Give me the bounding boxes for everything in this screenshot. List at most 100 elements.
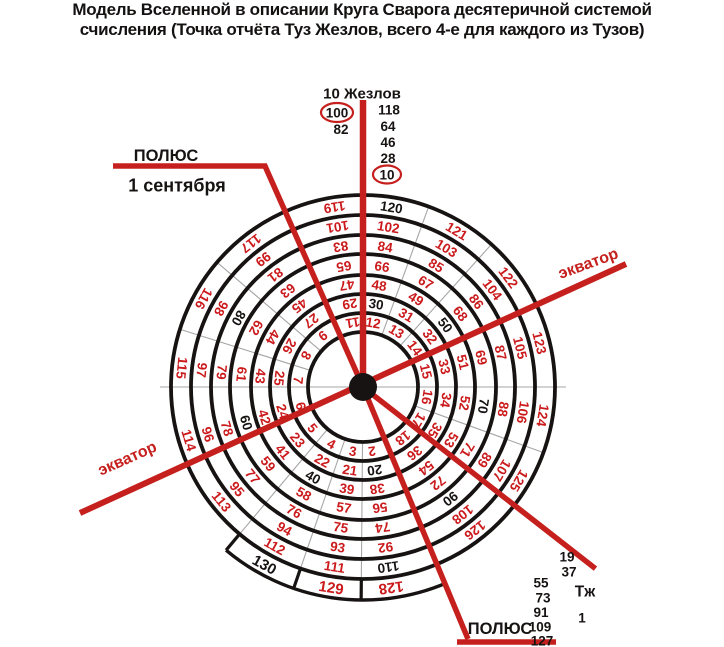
ring-number: 88 [494, 401, 511, 419]
ring-number: 67 [415, 272, 436, 293]
ring-number: 87 [491, 344, 509, 362]
sector-divider-line [299, 438, 346, 569]
title-line-1: Модель Вселенной в описании Круга Сварог… [72, 0, 652, 19]
ring-number: 99 [253, 249, 274, 270]
ace-of-wands-line [361, 384, 598, 571]
ring-number: 96 [198, 425, 217, 444]
ring-number: 77 [242, 466, 263, 487]
sector-divider-line [239, 428, 329, 535]
ace-value-91: 91 [533, 605, 549, 620]
axis-value-46: 46 [380, 135, 396, 150]
ring-number: 21 [341, 462, 359, 479]
circled-value-100-oval [319, 101, 355, 124]
ring-number: 24 [273, 402, 292, 421]
ring-number: 16 [418, 389, 435, 407]
ring-number: 124 [533, 403, 551, 428]
ring-number: 3 [348, 443, 358, 459]
sector-divider-line [360, 441, 364, 579]
ring-number: 66 [373, 258, 391, 275]
axis-value-10: 10 [379, 168, 394, 183]
ring-number: 70 [475, 397, 492, 414]
ring-number: 83 [332, 238, 350, 255]
ring-number: 13 [386, 321, 407, 342]
ring-number: 30 [368, 296, 385, 313]
ring-number: 11 [344, 314, 361, 331]
ring-number: 102 [376, 218, 401, 236]
title-line-2: счисления (Точка отчёта Туз Жезлов, всег… [79, 19, 645, 39]
ring-number: 51 [454, 353, 472, 372]
sector-divider-line [399, 243, 492, 347]
ring-number: 38 [368, 480, 385, 497]
ring-number: 35 [424, 420, 445, 441]
ring-number: 106 [514, 400, 532, 425]
ring-number: 22 [312, 450, 332, 470]
ring-number: 129 [317, 578, 344, 599]
ring-number: 31 [396, 305, 417, 326]
ring-number: 43 [252, 368, 269, 385]
ring-number: 56 [371, 499, 388, 516]
axis-value-100: 100 [326, 106, 349, 121]
ace-axis-label: Тж [575, 583, 596, 600]
ring-number: 90 [440, 488, 461, 509]
ring-number: 32 [419, 326, 440, 347]
ring-number: 110 [376, 558, 400, 576]
circled-value-10-oval [371, 164, 403, 185]
axis-value-82: 82 [333, 122, 348, 137]
sector-divider-line [216, 261, 322, 352]
ring-number: 119 [323, 198, 347, 216]
ace-value-1: 1 [578, 611, 586, 626]
ring-number: 93 [329, 539, 347, 556]
ring-number: 58 [294, 484, 315, 505]
equator-right-label: экватор [556, 245, 621, 282]
ring-number: 85 [426, 255, 447, 276]
ring-number: 89 [474, 450, 495, 471]
ring-number: 79 [213, 364, 229, 381]
center-hub [349, 373, 377, 401]
sector-divider-line [179, 328, 311, 371]
pole-top-date: 1 сентября [128, 175, 226, 195]
ring-number: 115 [173, 356, 190, 380]
axis-value-118: 118 [378, 103, 400, 118]
ring-number: 20 [366, 461, 383, 478]
ring-number: 33 [435, 358, 453, 377]
ace-value-127: 127 [531, 634, 554, 647]
ring-number: 15 [417, 362, 435, 381]
ring-number: 2 [367, 443, 377, 459]
ring-number: 74 [374, 519, 391, 536]
outer-band-edge [292, 568, 303, 589]
pole-bottom-label: ПОЛЮС [468, 620, 533, 638]
ring-number: 71 [457, 439, 478, 460]
ring-number: 49 [406, 289, 427, 310]
ring-number: 120 [379, 198, 404, 216]
ring-number: 61 [233, 366, 250, 383]
ring-number: 94 [274, 519, 295, 540]
ring-number: 44 [262, 327, 283, 348]
ring-number: 78 [218, 419, 237, 438]
ring-number: 29 [341, 295, 358, 312]
ring-number: 12 [365, 314, 382, 331]
ring-number: 62 [246, 318, 266, 338]
ring-number: 84 [377, 238, 395, 255]
ring-number: 52 [456, 394, 473, 411]
ring-number: 72 [427, 472, 448, 493]
ring-number: 123 [529, 330, 549, 356]
ring-number: 25 [271, 370, 288, 387]
ring-number: 27 [301, 310, 322, 331]
ring-number: 34 [437, 392, 454, 410]
ace-value-109: 109 [529, 620, 552, 635]
ring-number: 60 [237, 413, 256, 432]
page-title: Модель Вселенной в описании Круга Сварог… [0, 0, 724, 39]
ring-number: 114 [178, 428, 199, 454]
axis-10-wands-label: 10 Жезлов [323, 85, 401, 102]
ace-value-73: 73 [535, 591, 551, 606]
outer-band-edge [224, 533, 241, 552]
ring-number: 105 [510, 335, 530, 361]
ring-number: 128 [378, 577, 405, 597]
ring-number: 17 [408, 410, 429, 431]
ring-number: 69 [472, 348, 490, 366]
ring-number: 65 [335, 258, 353, 275]
pole-bottom-line [360, 385, 471, 641]
ring-number: 26 [279, 336, 300, 357]
ring-number: 42 [255, 408, 274, 427]
